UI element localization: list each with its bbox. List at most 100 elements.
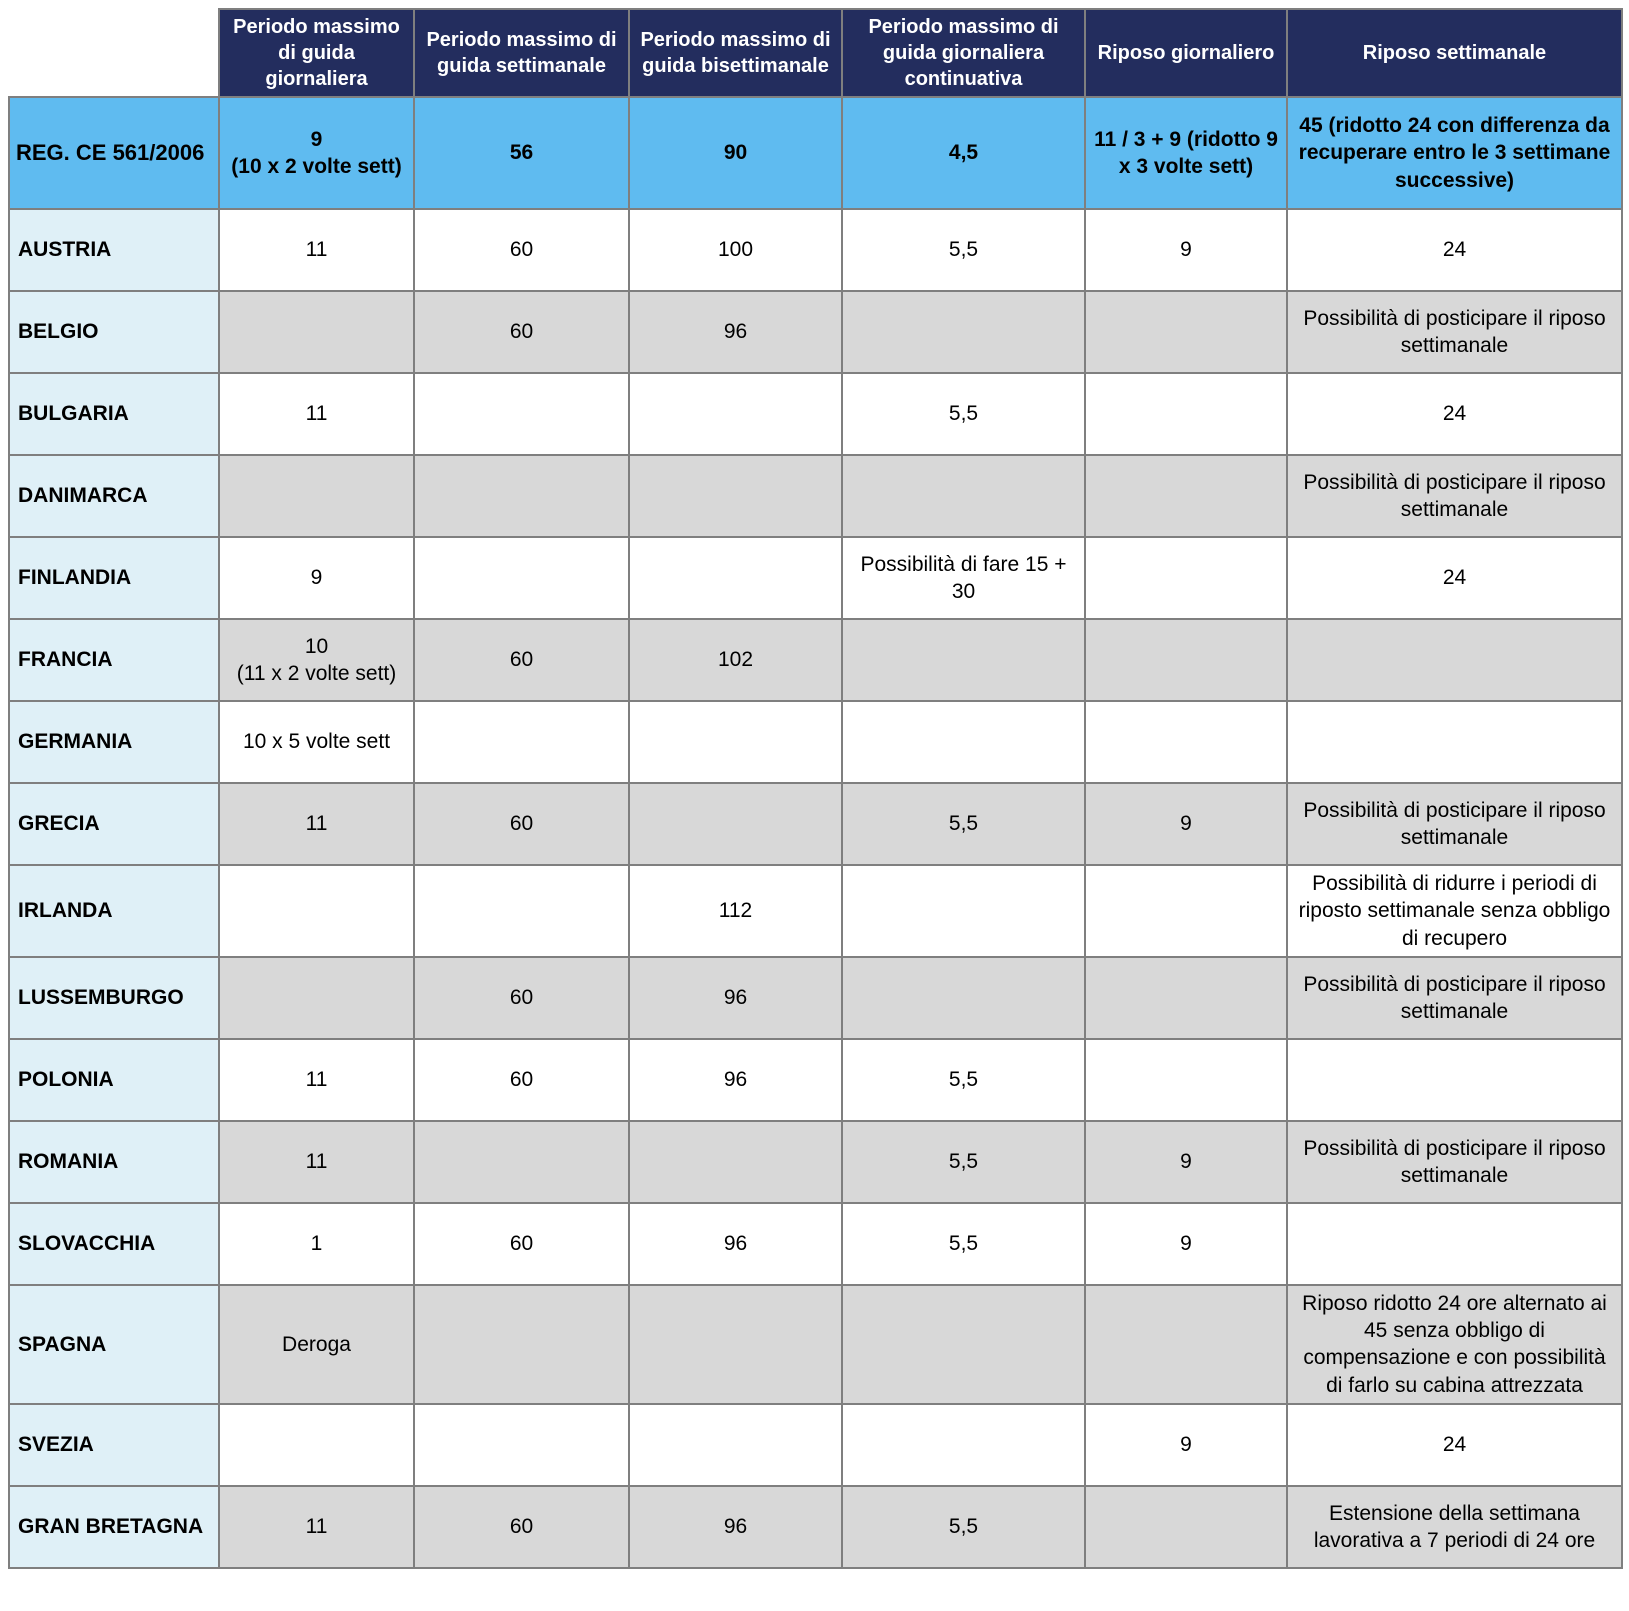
table-cell: 60 (413, 618, 630, 702)
table-cell (413, 1403, 630, 1488)
table-cell: 60 (413, 208, 630, 292)
table-cell: Possibilità di fare 15 + 30 (841, 536, 1086, 620)
table-cell (628, 372, 843, 456)
table-cell: 60 (413, 955, 630, 1040)
table-cell (1286, 1037, 1623, 1122)
table-row: FINLANDIA 9 Possibilità di fare 15 + 30 24 (8, 536, 1623, 620)
table-cell (218, 1403, 415, 1488)
table-cell (413, 372, 630, 456)
table-cell (1286, 700, 1623, 784)
table-cell: 24 (1286, 1403, 1623, 1488)
table-cell (1084, 1485, 1288, 1570)
table-cell: 56 (413, 96, 630, 210)
table-cell (1084, 372, 1288, 456)
table-cell: 11 (218, 1119, 415, 1204)
driving-rules-table: Periodo massimo di guida giornaliera Per… (8, 8, 1623, 1570)
table-cell: 60 (413, 1485, 630, 1570)
table-cell (218, 290, 415, 374)
column-header-guida-continuativa: Periodo massimo di guida giornaliera con… (841, 8, 1086, 98)
country-cell: GRECIA (8, 782, 220, 866)
table-cell: 11 / 3 + 9 (ridotto 9 x 3 volte sett) (1084, 96, 1288, 210)
country-cell: ROMANIA (8, 1119, 220, 1204)
table-cell (413, 1119, 630, 1204)
table-cell: 11 (218, 782, 415, 866)
country-cell: SPAGNA (8, 1283, 220, 1406)
table-cell: 11 (218, 1485, 415, 1570)
country-cell: BELGIO (8, 290, 220, 374)
column-header-guida-giornaliera: Periodo massimo di guida giornaliera (218, 8, 415, 98)
table-cell (413, 454, 630, 538)
table-row: LUSSEMBURGO 60 96 Possibilità di posticipar… (8, 955, 1623, 1040)
column-header-guida-settimanale: Periodo massimo di guida settimanale (413, 8, 630, 98)
table-cell: 5,5 (841, 1037, 1086, 1122)
table-row: SLOVACCHIA 1 60 96 5,5 9 (8, 1201, 1623, 1286)
table-cell: Possibilità di posticipare il riposo set… (1286, 782, 1623, 866)
table-cell: 45 (ridotto 24 con differenza da recuper… (1286, 96, 1623, 210)
table-cell (841, 454, 1086, 538)
table-cell: 9 (10 x 2 volte sett) (218, 96, 415, 210)
column-header-riposo-settimanale: Riposo settimanale (1286, 8, 1623, 98)
table-cell (628, 782, 843, 866)
table-cell: 4,5 (841, 96, 1086, 210)
country-cell: IRLANDA (8, 864, 220, 958)
country-cell: FRANCIA (8, 618, 220, 702)
table-cell: 9 (1084, 1119, 1288, 1204)
table-cell: 102 (628, 618, 843, 702)
table-row: FRANCIA 10 (11 x 2 volte sett) 60 102 (8, 618, 1623, 702)
table-cell: 11 (218, 372, 415, 456)
table-cell (841, 955, 1086, 1040)
table-cell (1084, 1037, 1288, 1122)
table-cell: 96 (628, 1037, 843, 1122)
table-cell: 5,5 (841, 1485, 1086, 1570)
table-cell: 5,5 (841, 782, 1086, 866)
table-cell (1084, 536, 1288, 620)
table-row: BELGIO 60 96 Possibilità di posticipare il … (8, 290, 1623, 374)
country-cell: BULGARIA (8, 372, 220, 456)
table-cell: Possibilità di ridurre i periodi di ripo… (1286, 864, 1623, 958)
table-cell (218, 955, 415, 1040)
table-cell: 96 (628, 1201, 843, 1286)
table-cell (1084, 1283, 1288, 1406)
country-cell: DANIMARCA (8, 454, 220, 538)
table-cell: Riposo ridotto 24 ore alternato ai 45 se… (1286, 1283, 1623, 1406)
table-cell (628, 1403, 843, 1488)
regulation-row-label: REG. CE 561/2006 (8, 96, 220, 210)
table-row: ROMANIA 11 5,5 9 Possibilità di posticipare … (8, 1119, 1623, 1204)
country-cell: GRAN BRETAGNA (8, 1485, 220, 1570)
table-row: GERMANIA 10 x 5 volte sett (8, 700, 1623, 784)
table-cell (1084, 454, 1288, 538)
table-cell (628, 536, 843, 620)
table-cell (628, 1119, 843, 1204)
table-cell: 9 (218, 536, 415, 620)
table-cell (628, 454, 843, 538)
table-cell (628, 700, 843, 784)
column-header-guida-bisettimanale: Periodo massimo di guida bisettimanale (628, 8, 843, 98)
table-row: AUSTRIA 11 60 100 5,5 9 24 (8, 208, 1623, 292)
table-row: POLONIA 11 60 96 5,5 (8, 1037, 1623, 1122)
table-cell: Possibilità di posticipare il riposo set… (1286, 1119, 1623, 1204)
table-cell: Possibilità di posticipare il riposo set… (1286, 454, 1623, 538)
table-cell (628, 1283, 843, 1406)
table-cell: 60 (413, 782, 630, 866)
table-cell: 100 (628, 208, 843, 292)
table-row: SPAGNA Deroga Riposo ridotto 24 ore altern… (8, 1283, 1623, 1406)
regulation-row: REG. CE 561/2006 9 (10 x 2 volte sett) 5… (8, 96, 1623, 210)
table-cell (1084, 290, 1288, 374)
table-cell: 96 (628, 1485, 843, 1570)
table-row: GRECIA 11 60 5,5 9 Possibilità di posticipare… (8, 782, 1623, 866)
table-cell (1084, 864, 1288, 958)
table-cell: 60 (413, 290, 630, 374)
table-cell: 112 (628, 864, 843, 958)
country-cell: POLONIA (8, 1037, 220, 1122)
table-cell (841, 618, 1086, 702)
table-cell (1084, 618, 1288, 702)
table-cell: 96 (628, 955, 843, 1040)
table-cell (218, 864, 415, 958)
table-cell (1084, 955, 1288, 1040)
table-cell: 5,5 (841, 1201, 1086, 1286)
table-cell: Estensione della settimana lavorativa a … (1286, 1485, 1623, 1570)
table-cell (841, 1283, 1086, 1406)
table-cell (1286, 1201, 1623, 1286)
table-cell: 9 (1084, 208, 1288, 292)
country-cell: GERMANIA (8, 700, 220, 784)
